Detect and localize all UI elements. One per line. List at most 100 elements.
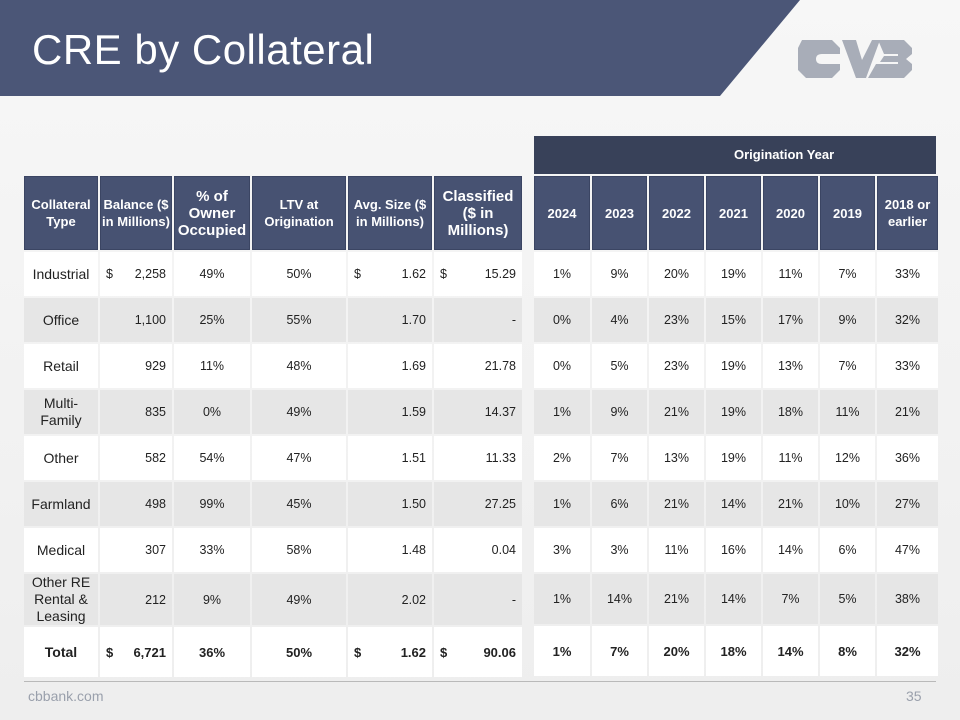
origination-year-banner: Origination Year [534,136,936,174]
year-pct-cell: 15% [706,298,761,342]
year-row: 0% 5% 23% 19% 13% 7% 33% [534,344,938,388]
owner-occupied-cell: 11% [174,344,250,388]
cell-value: 27.25 [484,497,516,511]
total-row: Total $6,721 36% 50% $1.62 $90.06 [24,627,522,677]
cell-value: - [511,313,516,327]
table-row: Other 582 54% 47% 1.51 11.33 [24,436,522,480]
header-band: CRE by Collateral [0,0,960,96]
header-avg-size: Avg. Size ($ in Millions) [348,176,432,250]
header-balance: Balance ($ in Millions) [100,176,172,250]
ltv-cell: 49% [252,390,346,434]
cell-value: 15.29 [484,267,516,281]
header-year-2018-or-earlier: 2018 or earlier [877,176,938,250]
year-pct-cell: 20% [649,626,704,676]
classified-cell: - [434,298,522,342]
year-pct-cell: 19% [706,344,761,388]
cell-value: 582 [145,451,166,465]
classified-cell: - [434,574,522,625]
year-pct-cell: 38% [877,574,938,624]
year-pct-cell: 4% [592,298,647,342]
year-pct-cell: 7% [820,344,875,388]
year-pct-cell: 11% [649,528,704,572]
table-row: Farmland 498 99% 45% 1.50 27.25 [24,482,522,526]
page-title: CRE by Collateral [32,26,375,73]
year-pct-cell: 1% [534,482,590,526]
collateral-type-cell: Farmland [24,482,98,526]
year-pct-cell: 13% [649,436,704,480]
cell-value: 307 [145,543,166,557]
header-shape [0,0,800,96]
year-pct-cell: 33% [877,344,938,388]
year-pct-cell: 7% [592,436,647,480]
cell-value: 1.70 [401,313,426,327]
balance-cell: $2,258 [100,252,172,296]
year-row: 1% 14% 21% 14% 7% 5% 38% [534,574,938,624]
year-pct-cell: 47% [877,528,938,572]
currency-symbol: $ [354,644,362,660]
footer-divider [24,681,936,682]
year-pct-cell: 11% [820,390,875,434]
collateral-type-cell: Total [24,627,98,677]
total-year-row: 1% 7% 20% 18% 14% 8% 32% [534,626,938,676]
avg-size-cell: 1.48 [348,528,432,572]
collateral-type-cell: Other RE Rental & Leasing [24,574,98,625]
avg-size-cell: 1.59 [348,390,432,434]
cell-value: 1.50 [401,497,426,511]
balance-cell: 929 [100,344,172,388]
avg-size-cell: 1.70 [348,298,432,342]
balance-cell: $6,721 [100,627,172,677]
year-pct-cell: 8% [820,626,875,676]
year-pct-cell: 9% [592,252,647,296]
cell-value: 212 [145,592,166,607]
year-pct-cell: 11% [763,252,818,296]
year-pct-cell: 5% [592,344,647,388]
year-pct-cell: 17% [763,298,818,342]
year-pct-cell: 7% [820,252,875,296]
year-pct-cell: 9% [820,298,875,342]
ltv-cell: 50% [252,627,346,677]
year-pct-cell: 3% [592,528,647,572]
year-pct-cell: 5% [820,574,875,624]
footer-website: cbbank.com [28,688,104,704]
year-pct-cell: 11% [763,436,818,480]
year-pct-cell: 33% [877,252,938,296]
cvb-logo-icon [798,40,912,78]
table-row: Multi-Family 835 0% 49% 1.59 14.37 [24,390,522,434]
currency-symbol: $ [106,267,113,281]
table-row: Retail 929 11% 48% 1.69 21.78 [24,344,522,388]
cell-value: 14.37 [484,405,516,419]
year-pct-cell: 19% [706,436,761,480]
owner-occupied-cell: 9% [174,574,250,625]
classified-cell: 27.25 [434,482,522,526]
year-pct-cell: 21% [649,482,704,526]
year-row: 1% 9% 21% 19% 18% 11% 21% [534,390,938,434]
year-pct-cell: 19% [706,252,761,296]
year-pct-cell: 9% [592,390,647,434]
cell-value: 1.48 [401,543,426,557]
year-pct-cell: 21% [877,390,938,434]
cell-value: 1.62 [400,644,426,660]
header-year-2019: 2019 [820,176,875,250]
header-owner-occupied: % of Owner Occupied [174,176,250,250]
avg-size-cell: $1.62 [348,252,432,296]
year-pct-cell: 14% [763,626,818,676]
cell-value: 1.59 [401,405,426,419]
cell-value: 6,721 [133,644,166,660]
year-pct-cell: 23% [649,344,704,388]
year-pct-cell: 21% [649,574,704,624]
cell-value: - [511,592,516,607]
year-pct-cell: 21% [763,482,818,526]
year-pct-cell: 14% [592,574,647,624]
year-pct-cell: 1% [534,390,590,434]
year-row: 2% 7% 13% 19% 11% 12% 36% [534,436,938,480]
year-pct-cell: 36% [877,436,938,480]
year-header-row: 2024 2023 2022 2021 2020 2019 2018 or ea… [534,176,938,250]
owner-occupied-cell: 49% [174,252,250,296]
cell-value: 498 [145,497,166,511]
header-collateral-type: Collateral Type [24,176,98,250]
year-pct-cell: 14% [706,482,761,526]
year-pct-cell: 10% [820,482,875,526]
classified-cell: 11.33 [434,436,522,480]
header-year-2022: 2022 [649,176,704,250]
year-pct-cell: 7% [763,574,818,624]
